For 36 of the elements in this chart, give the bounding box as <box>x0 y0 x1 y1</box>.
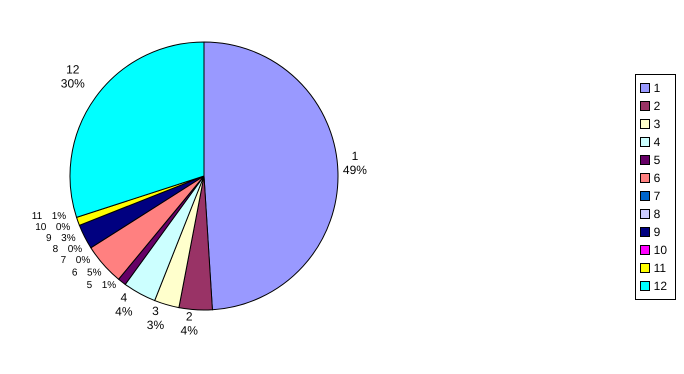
legend-label: 11 <box>654 261 666 275</box>
data-label: 5% <box>87 267 102 278</box>
data-label: 1% <box>52 211 66 222</box>
text: 0% <box>56 222 70 234</box>
text: 0% <box>68 244 82 256</box>
data-label: 4% <box>115 304 133 319</box>
slice-label: 3 <box>152 304 160 318</box>
legend-label: 9 <box>654 225 660 239</box>
legend-label: 2 <box>654 99 660 113</box>
category-label: 8 <box>52 244 58 256</box>
category-label: 5 <box>86 280 92 291</box>
legend-label: 10 <box>654 243 667 257</box>
slice-label: 12 <box>66 62 80 76</box>
slice-label: 1 <box>352 149 359 164</box>
slice-label: 9 <box>46 233 52 244</box>
data-label: 4% <box>180 324 198 338</box>
data-label: 30% <box>60 76 86 90</box>
data-label: 3% <box>146 318 164 332</box>
slice-label: 6 <box>72 267 78 278</box>
text: 0% <box>76 255 90 266</box>
slice-label: 2 <box>186 310 193 324</box>
category-label: 10 <box>35 222 46 234</box>
data-label: 49% <box>342 163 368 178</box>
legend-label: 5 <box>654 153 660 167</box>
category-label: 7 <box>60 255 66 266</box>
legend-label: 8 <box>654 207 660 221</box>
legend-label: 3 <box>654 117 660 131</box>
legend-label: 4 <box>654 135 660 149</box>
slice-label: 4 <box>120 290 128 305</box>
category-label: 11 <box>32 211 42 222</box>
data-label: 3% <box>61 233 76 244</box>
data-label: 1% <box>102 280 116 291</box>
legend-label: 12 <box>654 279 667 293</box>
legend-label: 6 <box>654 171 660 185</box>
legend-label: 1 <box>654 81 660 95</box>
legend-label: 7 <box>654 189 660 203</box>
